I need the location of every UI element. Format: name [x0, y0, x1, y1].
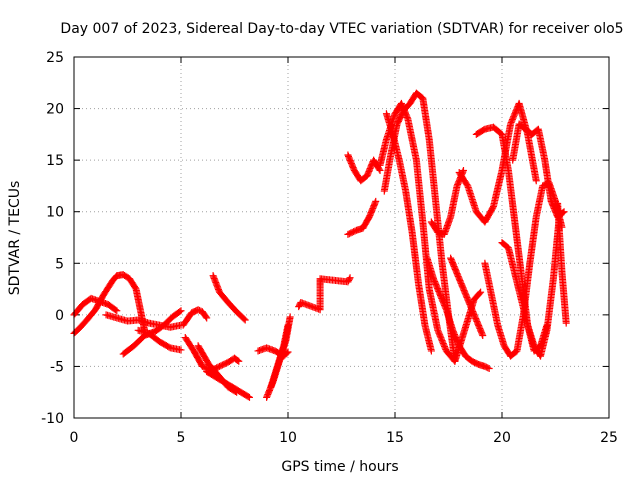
data-point [345, 275, 353, 283]
data-point [476, 289, 484, 297]
data-point [562, 319, 570, 327]
grid [74, 57, 609, 418]
data-point [427, 347, 435, 355]
series-track-z [498, 208, 564, 360]
x-tick-label: 20 [493, 430, 511, 446]
data-point [485, 364, 493, 372]
y-tick-label: 20 [46, 102, 64, 118]
series-track-j [209, 272, 249, 324]
x-tick-labels: 0 5 10 15 20 25 [70, 430, 618, 446]
series-track-e [134, 326, 185, 354]
series-track-i [203, 368, 253, 401]
data-point [176, 308, 184, 316]
data-point [511, 110, 519, 118]
data-point [112, 306, 120, 314]
series-track-ab [554, 199, 570, 327]
data-point [234, 356, 242, 364]
x-tick-label: 25 [600, 430, 618, 446]
series-track-n [295, 274, 354, 314]
data-point [437, 334, 445, 342]
data-point [440, 341, 448, 349]
y-tick-label: 10 [46, 205, 64, 221]
data-point [507, 120, 515, 128]
series-track-c [102, 311, 185, 331]
x-tick-label: 10 [279, 430, 297, 446]
x-tick-label: 15 [386, 430, 404, 446]
series-track-o [344, 197, 380, 238]
data-point [434, 328, 442, 336]
data-point [484, 364, 492, 372]
y-tick-labels: -10 -5 0 5 10 15 20 25 [41, 50, 64, 427]
x-axis-label: GPS time / hours [281, 459, 398, 475]
data-point [479, 331, 487, 339]
data-point [439, 338, 447, 346]
y-tick-label: 25 [46, 50, 64, 66]
y-tick-label: -10 [41, 411, 64, 427]
series-track-aa [509, 120, 568, 221]
data-point [511, 108, 519, 116]
data-point [244, 393, 252, 401]
plot-frame [73, 56, 610, 419]
data-point [510, 113, 518, 121]
series-track-m [267, 321, 292, 391]
series-track-p [344, 151, 384, 185]
y-tick-label: 15 [46, 153, 64, 169]
data-point [439, 340, 447, 348]
data-point [203, 314, 211, 322]
series-track-w [455, 99, 540, 226]
data-point [435, 329, 443, 337]
data-point [177, 346, 185, 354]
series-track-v [447, 254, 487, 339]
data-point [508, 117, 516, 125]
data-point [437, 335, 445, 343]
series-track-t [423, 254, 493, 372]
chart-title: Day 007 of 2023, Sidereal Day-to-day VTE… [60, 21, 623, 37]
data-point [507, 119, 515, 127]
data-point [434, 326, 442, 334]
data-point [441, 343, 449, 351]
y-tick-label: 0 [55, 308, 64, 324]
data-point [509, 114, 517, 122]
data-point [235, 357, 243, 365]
data-point [451, 357, 459, 365]
data-point [346, 274, 354, 282]
data-point [459, 166, 467, 174]
data-point [375, 165, 383, 173]
data-point [113, 307, 121, 315]
data-point [560, 208, 568, 216]
data-point [240, 315, 248, 323]
data-point [286, 313, 294, 321]
data-point [436, 332, 444, 340]
data-point [372, 197, 380, 205]
data-point [284, 321, 292, 329]
data-point [441, 344, 449, 352]
ticks [73, 56, 610, 419]
y-tick-label: -5 [50, 359, 64, 375]
y-tick-label: 5 [55, 256, 64, 272]
series-track-s [382, 110, 435, 355]
data-point [245, 393, 253, 401]
data-point [438, 337, 446, 345]
data-point [477, 288, 485, 296]
x-tick-label: 5 [177, 430, 186, 446]
data-point [241, 316, 249, 324]
data-point [202, 313, 210, 321]
x-tick-label: 0 [70, 430, 79, 446]
data-points [70, 89, 570, 401]
data-point [508, 116, 516, 124]
series-track-f [179, 306, 211, 329]
data-point [177, 307, 185, 315]
data-point [436, 331, 444, 339]
data-point [510, 111, 518, 119]
y-axis-label: SDTVAR / TECUs [7, 181, 23, 296]
data-point [532, 177, 540, 185]
